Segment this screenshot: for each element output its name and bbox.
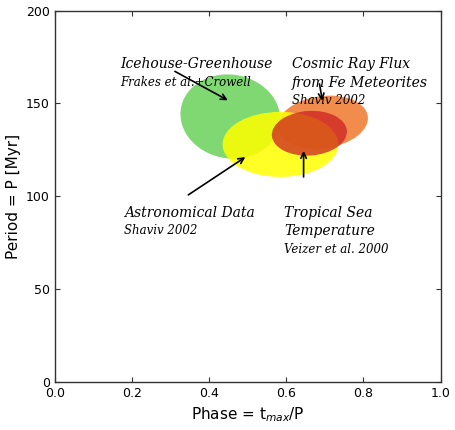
Ellipse shape bbox=[277, 95, 367, 149]
Text: Shaviv 2002: Shaviv 2002 bbox=[291, 94, 364, 107]
Text: Tropical Sea: Tropical Sea bbox=[283, 206, 372, 220]
Text: Shaviv 2002: Shaviv 2002 bbox=[124, 224, 197, 237]
Ellipse shape bbox=[180, 74, 279, 159]
Text: Veizer et al. 2000: Veizer et al. 2000 bbox=[283, 243, 388, 256]
Y-axis label: Period = P [Myr]: Period = P [Myr] bbox=[5, 134, 20, 259]
X-axis label: Phase = t$_{max}$/P: Phase = t$_{max}$/P bbox=[190, 406, 304, 424]
Ellipse shape bbox=[271, 111, 346, 156]
Text: Cosmic Ray Flux: Cosmic Ray Flux bbox=[291, 57, 409, 71]
Ellipse shape bbox=[222, 112, 338, 177]
Text: from Fe Meteorites: from Fe Meteorites bbox=[291, 76, 427, 89]
Text: Temperature: Temperature bbox=[283, 224, 374, 238]
Text: Icehouse-Greenhouse: Icehouse-Greenhouse bbox=[120, 57, 272, 71]
Text: Astronomical Data: Astronomical Data bbox=[124, 206, 254, 220]
Text: Frakes et al.+Crowell: Frakes et al.+Crowell bbox=[120, 76, 251, 89]
